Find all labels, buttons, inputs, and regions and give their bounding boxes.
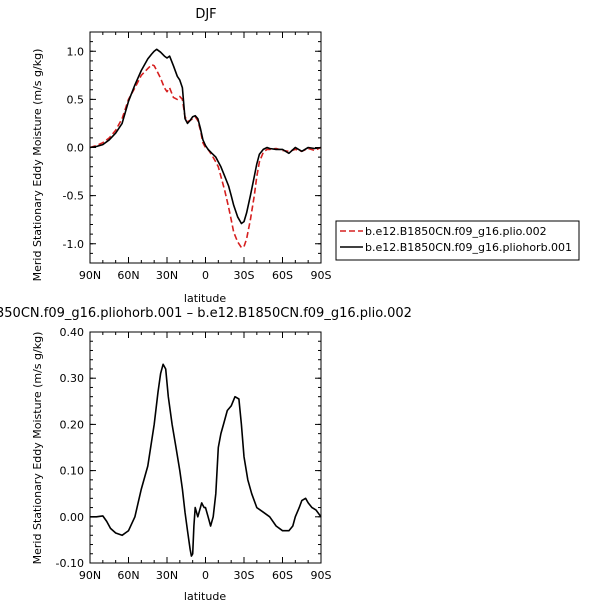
- top-series-line-0: [89, 63, 322, 249]
- top-chart-axes: 90N 60N 30N 0 30S 60S 90S 1.0 0.5 0.0 -0.5 -1.0: [63, 31, 332, 282]
- bottom-series-line-0: [90, 363, 322, 557]
- legend-label-plio: b.e12.B1850CN.f09_g16.plio.002: [365, 225, 547, 238]
- legend-box: [335, 220, 580, 261]
- bottom-ytick-label: 0.40: [60, 326, 85, 339]
- bottom-ytick-label: 0.30: [60, 372, 85, 385]
- bottom-chart-panel: 350CN.f09_g16.pliohorb.001 – b.e12.B1850…: [0, 306, 412, 603]
- top-xtick-label: 30S: [234, 269, 255, 282]
- top-xtick-label: 0: [202, 269, 209, 282]
- top-chart-ylabel: Merid Stationary Eddy Moisture (m/s g/kg…: [31, 49, 44, 282]
- bottom-xtick-label: 0: [202, 569, 209, 582]
- bottom-chart-ylabel: Merid Stationary Eddy Moisture (m/s g/kg…: [31, 332, 44, 565]
- top-series-line-1: [89, 48, 322, 225]
- top-xtick-label: 60S: [272, 269, 293, 282]
- bottom-xtick-label: 90S: [311, 569, 332, 582]
- bottom-chart-title: 350CN.f09_g16.pliohorb.001 – b.e12.B1850…: [0, 306, 412, 321]
- bottom-xtick-label: 30N: [156, 569, 178, 582]
- top-chart-frame: [89, 31, 322, 264]
- bottom-ytick-label: 0.20: [60, 418, 85, 431]
- top-xtick-label: 30N: [156, 269, 178, 282]
- top-ytick-label: 0.5: [67, 93, 85, 106]
- bottom-ytick-label: 0.10: [60, 465, 85, 478]
- top-xtick-label: 60N: [117, 269, 139, 282]
- bottom-chart-series: [90, 363, 322, 557]
- legend: b.e12.B1850CN.f09_g16.plio.002 b.e12.B18…: [335, 220, 580, 261]
- top-chart-series: [89, 48, 322, 249]
- bottom-chart-frame: [89, 331, 322, 564]
- top-xtick-label: 90N: [79, 269, 101, 282]
- top-xtick-label: 90S: [311, 269, 332, 282]
- legend-label-pliohorb: b.e12.B1850CN.f09_g16.pliohorb.001: [365, 241, 572, 254]
- bottom-ytick-label: 0.00: [60, 511, 85, 524]
- bottom-xtick-label: 60S: [272, 569, 293, 582]
- top-chart-title: DJF: [195, 7, 216, 22]
- top-ytick-label: -0.5: [63, 190, 84, 203]
- bottom-xtick-label: 90N: [79, 569, 101, 582]
- top-ytick-label: 1.0: [67, 45, 85, 58]
- top-chart-panel: DJF latitude Merid Stationary Eddy Moist…: [31, 7, 332, 305]
- top-ytick-label: -1.0: [63, 238, 84, 251]
- bottom-xtick-label: 30S: [234, 569, 255, 582]
- top-ytick-label: 0.0: [67, 142, 85, 155]
- bottom-ytick-label: -0.10: [56, 557, 84, 570]
- top-chart-xlabel: latitude: [184, 292, 226, 305]
- bottom-xtick-label: 60N: [117, 569, 139, 582]
- bottom-chart-xlabel: latitude: [184, 590, 226, 603]
